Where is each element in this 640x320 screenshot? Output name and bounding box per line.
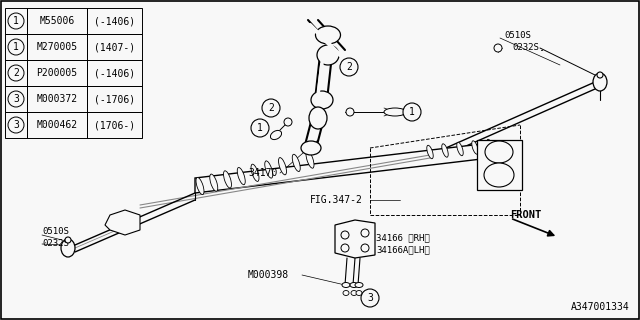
Bar [5, 34, 27, 60]
Ellipse shape [61, 239, 75, 257]
Bar [5, 86, 27, 112]
Text: (-1706): (-1706) [94, 94, 135, 104]
Text: 34166A〈LH〉: 34166A〈LH〉 [376, 245, 429, 254]
Bar [87, 34, 142, 60]
Text: A347001334: A347001334 [572, 302, 630, 312]
Circle shape [262, 99, 280, 117]
Ellipse shape [278, 157, 287, 175]
Text: 34170: 34170 [248, 168, 277, 178]
Ellipse shape [210, 174, 218, 191]
Ellipse shape [472, 141, 478, 154]
Text: 34166 〈RH〉: 34166 〈RH〉 [376, 234, 429, 243]
Bar [27, 34, 87, 60]
Ellipse shape [284, 118, 292, 126]
Bar [477, 140, 522, 190]
Ellipse shape [223, 171, 232, 188]
Ellipse shape [384, 108, 406, 116]
Ellipse shape [309, 107, 327, 129]
Ellipse shape [356, 291, 362, 295]
Ellipse shape [343, 291, 349, 295]
Bar [87, 60, 142, 86]
Text: P200005: P200005 [36, 68, 77, 78]
Text: 0232S: 0232S [42, 238, 69, 247]
Ellipse shape [361, 229, 369, 237]
Text: M000372: M000372 [36, 94, 77, 104]
Bar [27, 112, 87, 138]
Bar [27, 8, 87, 34]
Ellipse shape [341, 244, 349, 252]
Text: 0510S: 0510S [42, 228, 69, 236]
Text: M000398: M000398 [248, 270, 289, 280]
Ellipse shape [311, 91, 333, 109]
Ellipse shape [593, 73, 607, 91]
Text: (-1406): (-1406) [94, 68, 135, 78]
Text: 2: 2 [13, 68, 19, 78]
Text: M55006: M55006 [40, 16, 75, 26]
Bar [5, 8, 27, 34]
Text: (1407-): (1407-) [94, 42, 135, 52]
Bar [27, 60, 87, 86]
Text: 1: 1 [13, 16, 19, 26]
Text: 2: 2 [268, 103, 274, 113]
Ellipse shape [485, 141, 513, 163]
Bar [27, 86, 87, 112]
Polygon shape [335, 220, 375, 258]
Ellipse shape [361, 244, 369, 252]
Bar [87, 86, 142, 112]
Ellipse shape [350, 283, 358, 287]
Text: 1: 1 [409, 107, 415, 117]
Ellipse shape [427, 145, 433, 159]
Text: (-1406): (-1406) [94, 16, 135, 26]
Ellipse shape [271, 131, 282, 140]
Ellipse shape [306, 151, 314, 168]
Ellipse shape [251, 164, 259, 181]
Bar [5, 112, 27, 138]
Text: 3: 3 [13, 120, 19, 130]
Text: 0232S: 0232S [512, 44, 539, 52]
Ellipse shape [355, 283, 363, 287]
Ellipse shape [484, 163, 514, 187]
Text: M270005: M270005 [36, 42, 77, 52]
Text: 0510S: 0510S [504, 31, 531, 41]
Text: 3: 3 [13, 94, 19, 104]
Text: 2: 2 [346, 62, 352, 72]
Text: FRONT: FRONT [510, 210, 541, 220]
Ellipse shape [316, 26, 340, 44]
Ellipse shape [317, 45, 339, 65]
Bar [5, 60, 27, 86]
Ellipse shape [265, 161, 273, 178]
Circle shape [403, 103, 421, 121]
Bar [87, 8, 142, 34]
Ellipse shape [292, 154, 300, 172]
Polygon shape [195, 143, 490, 193]
Ellipse shape [442, 144, 448, 157]
Ellipse shape [487, 139, 493, 153]
Text: 3: 3 [367, 293, 373, 303]
Circle shape [251, 119, 269, 137]
Ellipse shape [342, 283, 350, 287]
Ellipse shape [351, 291, 357, 295]
Ellipse shape [301, 141, 321, 155]
Ellipse shape [237, 167, 245, 185]
Ellipse shape [341, 231, 349, 239]
Text: 1: 1 [13, 42, 19, 52]
Text: FIG.347-2: FIG.347-2 [310, 195, 363, 205]
Bar [87, 112, 142, 138]
Ellipse shape [196, 177, 204, 195]
Circle shape [340, 58, 358, 76]
Text: (1706-): (1706-) [94, 120, 135, 130]
Text: M000462: M000462 [36, 120, 77, 130]
Polygon shape [105, 210, 140, 235]
Circle shape [361, 289, 379, 307]
Ellipse shape [65, 237, 71, 243]
Ellipse shape [597, 72, 603, 78]
Ellipse shape [494, 44, 502, 52]
Text: 1: 1 [257, 123, 263, 133]
Ellipse shape [346, 108, 354, 116]
Ellipse shape [457, 142, 463, 156]
